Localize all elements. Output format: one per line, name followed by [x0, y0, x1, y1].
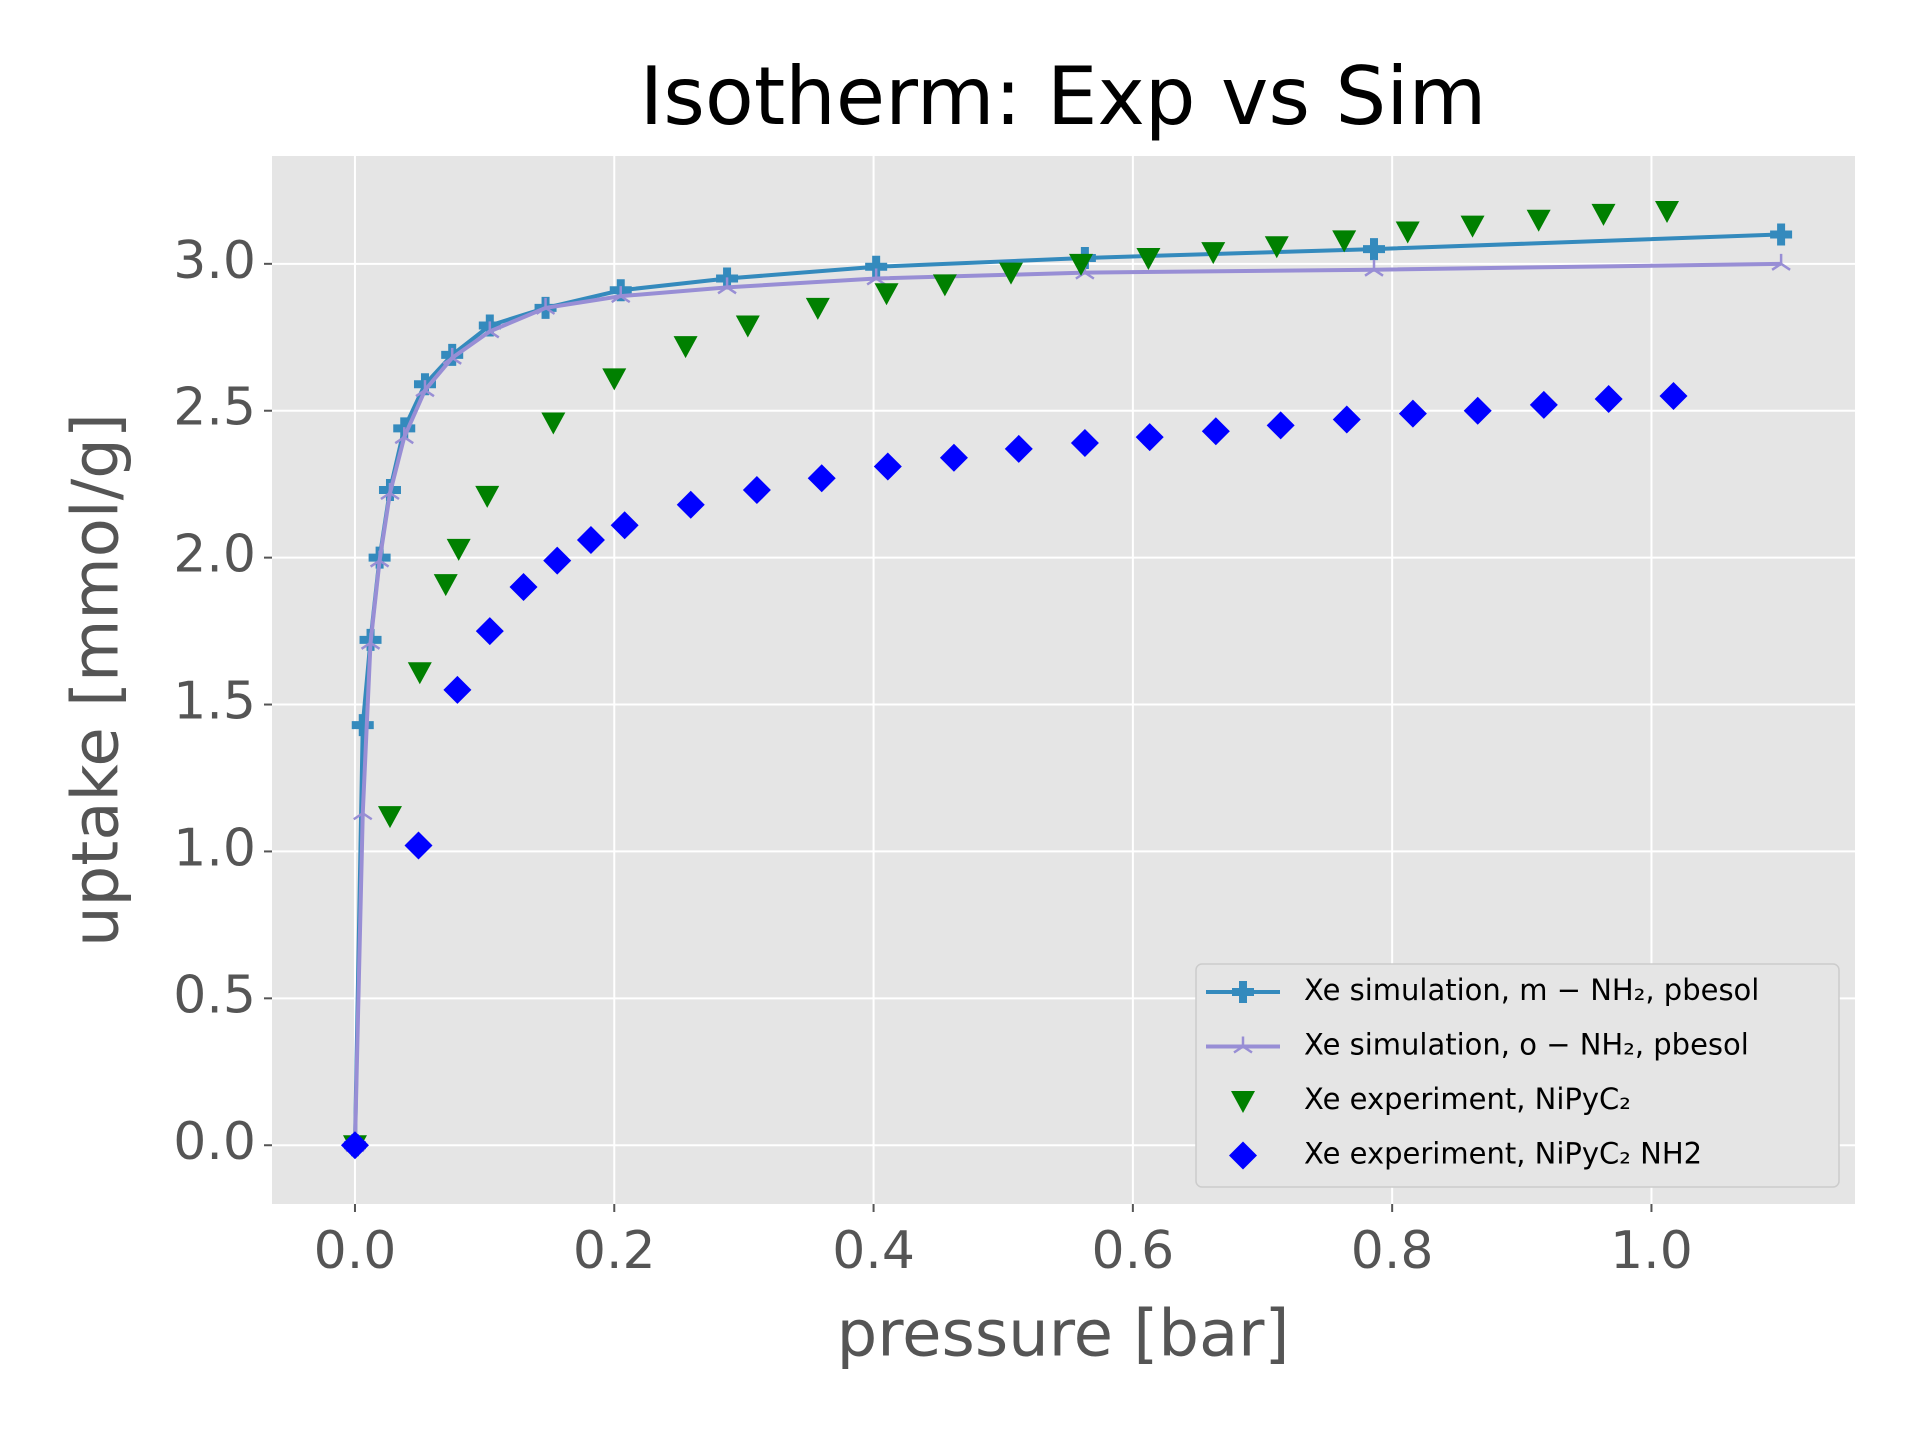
marker	[932, 274, 957, 297]
marker	[874, 283, 899, 306]
series-line	[352, 261, 1782, 1146]
y-tick-label: 3.0	[173, 231, 256, 291]
x-axis-label: pressure [bar]	[837, 1298, 1290, 1372]
marker	[939, 443, 968, 472]
legend-label: Xe simulation, o − NH₂, pbesol	[1304, 1028, 1749, 1062]
marker	[1231, 1091, 1255, 1113]
marker	[1201, 242, 1226, 265]
marker	[1233, 1036, 1253, 1054]
x-tick-label: 0.4	[832, 1221, 915, 1281]
marker	[1395, 221, 1420, 244]
y-tick-label: 2.0	[173, 525, 256, 585]
y-tick-label: 0.0	[173, 1112, 256, 1172]
marker	[380, 482, 400, 501]
marker	[602, 368, 627, 391]
marker	[340, 1131, 369, 1160]
marker	[1594, 384, 1623, 413]
marker	[351, 714, 374, 737]
marker	[394, 427, 414, 445]
marker	[865, 255, 888, 278]
x-tick-label: 1.0	[1610, 1221, 1693, 1281]
marker	[535, 297, 556, 315]
marker	[360, 632, 381, 650]
y-tick-label: 2.5	[173, 378, 256, 438]
x-tick-label: 0.6	[1092, 1221, 1175, 1281]
marker	[475, 485, 500, 508]
marker	[1332, 230, 1357, 253]
marker	[475, 617, 504, 646]
marker	[576, 526, 605, 555]
legend: Xe simulation, m − NH₂, pbesol Xe simulat…	[1195, 963, 1840, 1188]
marker	[407, 662, 432, 685]
marker	[873, 452, 902, 481]
marker	[1264, 236, 1289, 259]
marker	[1770, 223, 1793, 246]
marker	[1659, 382, 1688, 411]
marker	[998, 262, 1023, 285]
y-tick-label: 1.0	[173, 818, 256, 878]
marker	[742, 476, 771, 505]
marker	[353, 803, 373, 821]
marker	[446, 538, 471, 561]
marker	[1135, 423, 1164, 452]
marker	[1460, 215, 1485, 238]
marker	[1655, 200, 1680, 223]
y-tick-label: 0.5	[173, 965, 256, 1025]
marker	[443, 675, 472, 704]
marker	[1070, 429, 1099, 458]
x-tick-label: 0.0	[314, 1221, 397, 1281]
marker	[1363, 238, 1386, 261]
marker	[415, 380, 435, 398]
marker	[1591, 203, 1616, 226]
marker	[1332, 405, 1361, 434]
legend-box	[1195, 963, 1840, 1188]
marker	[735, 315, 760, 338]
marker	[1136, 247, 1161, 270]
marker	[369, 550, 390, 568]
marker	[541, 412, 566, 435]
y-axis-label: uptake [mmol/g]	[60, 413, 134, 947]
x-tick-label: 0.8	[1351, 1221, 1434, 1281]
marks	[340, 200, 1793, 1160]
marker	[1004, 434, 1033, 463]
legend-label: Xe simulation, m − NH₂, pbesol	[1304, 973, 1759, 1007]
chart-title: Isotherm: Exp vs Sim	[640, 50, 1487, 143]
marker	[543, 546, 572, 575]
marker	[1229, 1141, 1257, 1170]
marker	[673, 336, 698, 359]
marker	[1232, 981, 1254, 1003]
marker	[433, 574, 458, 597]
marker	[442, 347, 462, 365]
marker	[1266, 411, 1295, 440]
marker	[611, 286, 631, 304]
marker	[509, 573, 538, 602]
marker	[805, 297, 830, 320]
marker	[1398, 399, 1427, 428]
marker	[676, 490, 705, 519]
marker	[1069, 253, 1094, 276]
marker	[1364, 259, 1384, 277]
y-tick-label: 1.5	[173, 672, 256, 732]
marker	[480, 321, 500, 339]
marker	[717, 277, 737, 295]
marker	[377, 806, 402, 829]
legend-label: Xe experiment, NiPyC₂ NH2	[1304, 1137, 1702, 1171]
marker	[1529, 390, 1558, 419]
marker	[1201, 417, 1230, 446]
marker	[1771, 253, 1791, 271]
marker	[404, 831, 433, 860]
marker	[610, 511, 639, 540]
marker	[807, 464, 836, 493]
marker	[1526, 209, 1551, 232]
x-tick-label: 0.2	[573, 1221, 656, 1281]
marker	[1463, 396, 1492, 425]
legend-label: Xe experiment, NiPyC₂	[1304, 1082, 1631, 1116]
